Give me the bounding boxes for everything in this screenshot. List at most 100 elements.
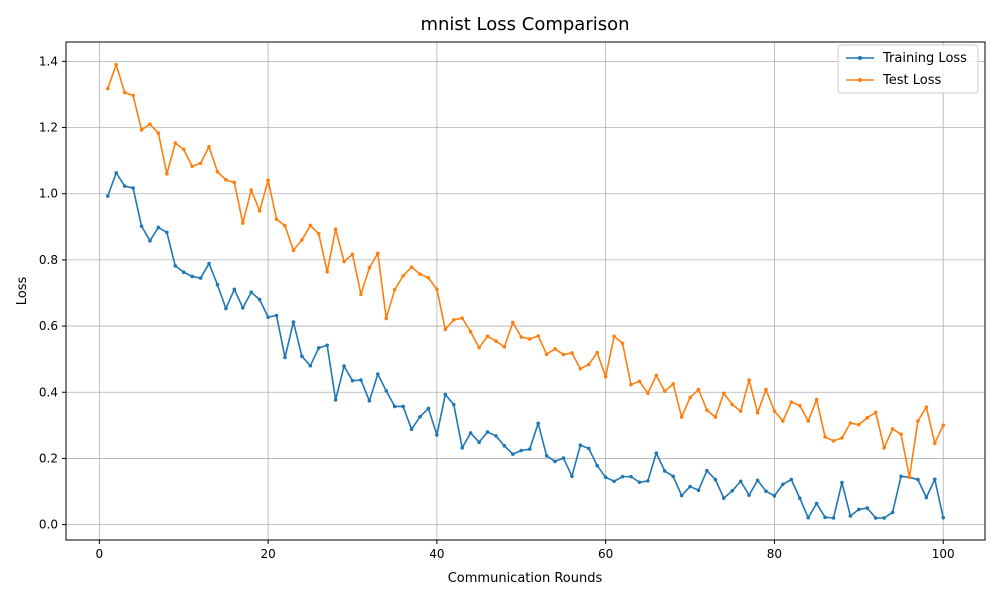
data-point <box>224 306 228 311</box>
data-point <box>882 446 886 450</box>
data-point <box>932 441 937 446</box>
data-point <box>595 350 600 355</box>
data-point <box>738 409 743 413</box>
x-tick-label: 60 <box>598 547 613 561</box>
data-point <box>553 347 557 351</box>
data-point <box>519 448 524 453</box>
data-point <box>468 329 473 334</box>
data-point <box>308 223 313 228</box>
data-point <box>620 474 625 479</box>
data-point <box>932 477 937 482</box>
series-layer <box>105 62 946 520</box>
data-point <box>764 387 768 392</box>
data-point <box>527 447 532 451</box>
y-tick-label: 1.2 <box>39 121 58 135</box>
data-point <box>620 341 625 346</box>
data-point <box>316 346 321 350</box>
data-point <box>924 405 929 409</box>
data-point <box>502 345 507 349</box>
data-point <box>460 316 465 320</box>
data-point <box>705 468 709 473</box>
y-tick-label: 0.0 <box>39 518 58 532</box>
data-point <box>831 439 836 443</box>
data-point <box>806 515 810 520</box>
data-point <box>342 364 346 368</box>
y-tick-label: 1.0 <box>39 187 58 201</box>
series-line <box>107 172 945 519</box>
legend-marker-test <box>858 78 862 82</box>
data-point <box>806 419 810 423</box>
chart-title: mnist Loss Comparison <box>420 14 629 35</box>
data-point <box>831 516 836 520</box>
data-point <box>637 379 642 384</box>
data-point <box>511 320 515 325</box>
data-point <box>890 427 895 431</box>
data-point <box>722 496 726 500</box>
legend-box <box>837 44 979 94</box>
data-point <box>283 224 287 228</box>
data-point <box>536 421 540 426</box>
data-point <box>857 507 861 512</box>
data-point <box>916 477 920 482</box>
data-point <box>114 171 119 175</box>
data-point <box>342 259 346 264</box>
data-point <box>553 459 557 464</box>
x-tick-label: 80 <box>767 547 782 561</box>
data-point <box>359 378 363 382</box>
data-point <box>426 406 431 411</box>
data-point <box>435 433 439 437</box>
data-point <box>173 141 178 145</box>
data-point <box>350 252 355 257</box>
data-point <box>713 415 718 419</box>
data-point <box>249 188 254 192</box>
data-point <box>603 475 608 480</box>
data-point <box>772 494 777 498</box>
data-point <box>274 217 279 221</box>
data-point <box>367 266 372 270</box>
data-point <box>865 415 870 420</box>
data-point <box>468 431 473 435</box>
y-tick-label: 0.8 <box>39 253 58 267</box>
data-point <box>325 270 329 274</box>
data-point <box>527 337 532 341</box>
data-point <box>435 287 439 292</box>
data-point <box>384 316 389 321</box>
data-point <box>629 382 633 387</box>
data-point <box>401 404 405 409</box>
x-tick-label: 20 <box>260 547 275 561</box>
data-point <box>494 434 498 438</box>
data-point <box>654 451 659 455</box>
y-axis-label: Loss <box>15 277 30 306</box>
data-point <box>207 144 211 149</box>
data-point <box>333 398 338 402</box>
data-point <box>899 474 903 479</box>
x-axis-label: Communication Rounds <box>448 571 603 586</box>
y-tick-label: 0.4 <box>39 385 58 399</box>
data-point <box>696 387 701 392</box>
data-point <box>679 415 684 419</box>
x-tick-label: 0 <box>96 547 104 561</box>
data-point <box>325 343 329 348</box>
data-point <box>907 475 912 480</box>
data-point <box>502 444 507 448</box>
data-point <box>494 339 498 343</box>
data-point <box>241 306 245 310</box>
data-point <box>595 463 600 468</box>
data-point <box>679 493 684 498</box>
plot-frame <box>65 41 986 541</box>
data-point <box>511 452 515 456</box>
data-point <box>122 90 127 95</box>
data-point <box>561 352 566 357</box>
data-point <box>249 290 254 295</box>
data-point <box>544 352 549 357</box>
data-point <box>376 251 380 256</box>
data-point <box>148 238 152 243</box>
data-point <box>764 489 768 493</box>
data-point <box>781 482 785 487</box>
data-point <box>190 274 194 279</box>
data-point <box>392 287 397 292</box>
data-point <box>232 180 237 185</box>
data-point <box>789 400 794 404</box>
